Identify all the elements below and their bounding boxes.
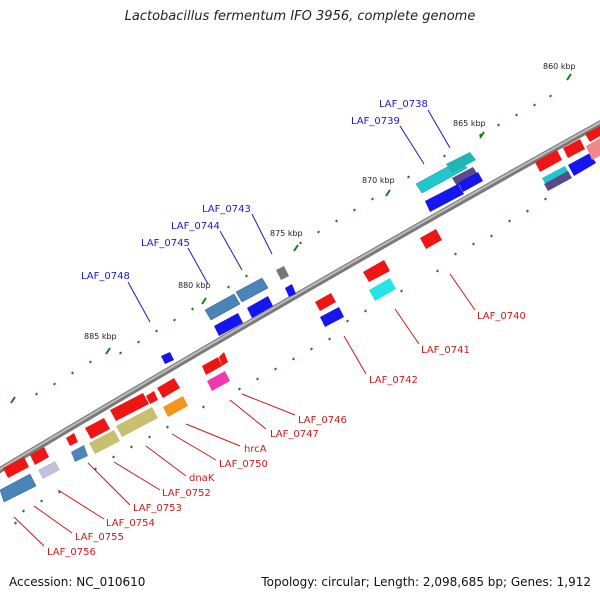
gene-feature	[89, 430, 120, 454]
gene-label-hrca[interactable]: hrcA	[244, 444, 267, 455]
gene-feature	[116, 407, 158, 437]
gene-feature	[446, 152, 476, 173]
upper-gene-features	[0, 152, 596, 503]
gene-label-laf-0745[interactable]: LAF_0745	[141, 238, 190, 249]
gene-feature	[425, 184, 464, 212]
gene-label-laf-0742[interactable]: LAF_0742	[369, 375, 418, 386]
kbp-label-875: 875 kbp	[270, 229, 303, 238]
outer-ticks	[35, 94, 552, 396]
gene-label-laf-0750[interactable]: LAF_0750	[219, 459, 268, 470]
gene-label-dnak[interactable]: dnaK	[189, 473, 215, 484]
accession-text: Accession: NC_010610	[9, 575, 146, 589]
gene-label-laf-0743[interactable]: LAF_0743	[202, 204, 251, 215]
gene-label-laf-0755[interactable]: LAF_0755	[75, 532, 124, 543]
gene-label-laf-0740[interactable]: LAF_0740	[477, 311, 526, 322]
gene-feature	[161, 352, 174, 364]
gene-feature	[315, 293, 336, 311]
upper-gene-labels: LAF_0738 LAF_0739 LAF_0743 LAF_0744 LAF_…	[81, 99, 428, 282]
gene-feature	[66, 433, 78, 446]
gene-feature	[585, 126, 600, 142]
gene-label-laf-0744[interactable]: LAF_0744	[171, 221, 220, 232]
inner-ticks	[14, 197, 547, 525]
kbp-labels: 860 kbp 865 kbp 870 kbp 875 kbp 880 kbp …	[84, 62, 576, 341]
gene-label-laf-0738[interactable]: LAF_0738	[379, 99, 428, 110]
gene-feature	[535, 150, 562, 172]
kbp-label-870: 870 kbp	[362, 176, 395, 185]
gene-feature	[30, 447, 49, 465]
gene-label-laf-0741[interactable]: LAF_0741	[421, 345, 470, 356]
gene-feature	[85, 418, 110, 439]
gene-feature	[207, 371, 230, 391]
gene-label-laf-0746[interactable]: LAF_0746	[298, 415, 347, 426]
gene-label-laf-0753[interactable]: LAF_0753	[133, 503, 182, 514]
lower-callouts	[13, 273, 476, 547]
gene-label-laf-0747[interactable]: LAF_0747	[270, 429, 319, 440]
gene-feature	[586, 138, 600, 160]
kbp-label-860: 860 kbp	[543, 62, 576, 71]
gene-feature	[320, 307, 344, 327]
gene-feature	[202, 357, 222, 375]
gene-feature	[146, 391, 158, 404]
gene-feature	[214, 313, 243, 336]
genome-summary-text: Topology: circular; Length: 2,098,685 bp…	[261, 575, 591, 589]
outer-major-ticks	[10, 73, 572, 404]
lower-gene-labels: LAF_0740 LAF_0741 LAF_0742 LAF_0746 LAF_…	[47, 311, 526, 558]
gene-label-laf-0752[interactable]: LAF_0752	[162, 488, 211, 499]
lower-gene-features	[3, 126, 600, 478]
gene-feature	[71, 445, 88, 462]
gene-feature	[219, 352, 228, 366]
kbp-label-885: 885 kbp	[84, 332, 117, 341]
gene-feature	[563, 139, 585, 158]
gene-label-laf-0754[interactable]: LAF_0754	[106, 518, 155, 529]
gene-feature	[285, 284, 296, 297]
gene-feature	[0, 473, 37, 503]
gene-feature	[568, 153, 596, 176]
gene-feature	[276, 266, 289, 280]
gene-feature	[235, 277, 269, 303]
gene-feature	[247, 296, 273, 318]
gene-feature	[3, 457, 29, 478]
gene-feature	[452, 167, 478, 186]
gene-feature	[544, 171, 572, 191]
gene-feature	[157, 378, 180, 398]
upper-callouts	[127, 109, 451, 323]
gene-feature	[204, 293, 241, 321]
genome-backbone	[0, 120, 600, 474]
gene-feature	[38, 461, 60, 479]
gene-feature	[420, 229, 442, 249]
gene-feature	[110, 393, 149, 421]
gene-label-laf-0748[interactable]: LAF_0748	[81, 271, 130, 282]
gene-label-laf-0739[interactable]: LAF_0739	[351, 116, 400, 127]
kbp-label-865: 865 kbp	[453, 119, 486, 128]
gene-feature	[369, 278, 396, 301]
genome-title: Lactobacillus fermentum IFO 3956, comple…	[124, 9, 476, 24]
kbp-label-880: 880 kbp	[178, 281, 211, 290]
gene-feature	[363, 260, 390, 282]
gene-label-laf-0756[interactable]: LAF_0756	[47, 547, 96, 558]
gene-feature	[458, 172, 483, 192]
gene-feature	[163, 396, 188, 417]
